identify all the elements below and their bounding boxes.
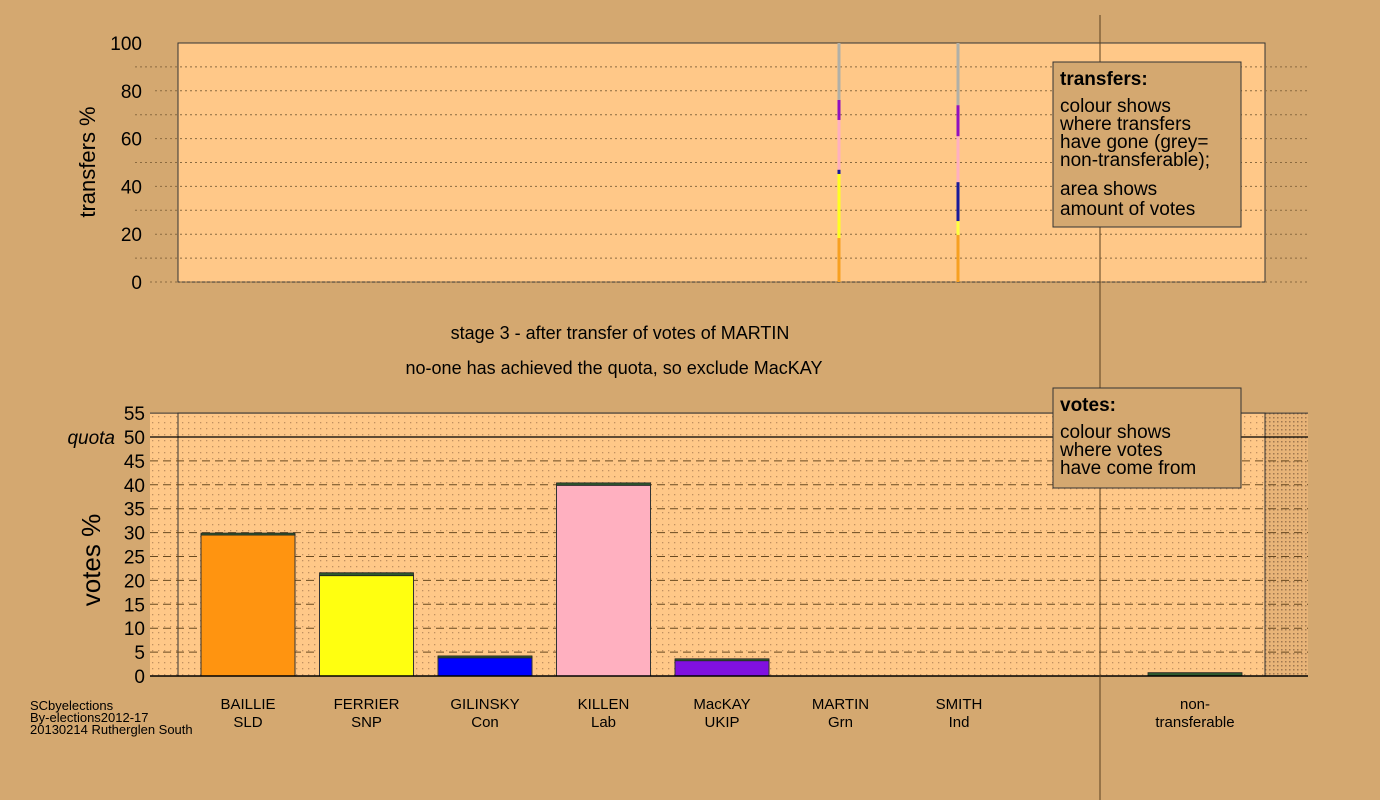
category-label: KILLEN — [578, 696, 630, 713]
y-tick-label: 45 — [124, 452, 145, 473]
transfers-legend-box — [1052, 61, 1242, 228]
category-party-label: UKIP — [704, 714, 739, 731]
bar-transfer-mackay — [674, 658, 770, 662]
bar-transfer-gilinsky — [437, 655, 533, 659]
category-label: SMITH — [936, 696, 983, 713]
bar-ferrier — [319, 575, 414, 677]
bar-mackay — [674, 659, 770, 677]
category-party-label: Ind — [949, 714, 970, 731]
transfers-legend-line: area shows — [1060, 179, 1157, 200]
y-tick-label: 20 — [124, 571, 145, 592]
y-tick-label: 100 — [110, 34, 142, 55]
category-party-label: Lab — [591, 714, 616, 731]
votes-legend-line: have come from — [1060, 458, 1196, 479]
transfers-legend-line: amount of votes — [1060, 199, 1195, 220]
y-tick-label: 25 — [124, 548, 145, 569]
transfer-segment-martin — [837, 169, 841, 174]
stage-caption: stage 3 - after transfer of votes of MAR… — [451, 323, 790, 343]
votes-legend-title: votes: — [1060, 395, 1116, 416]
y-tick-label: 20 — [121, 225, 142, 246]
y-tick-label: 50 — [124, 428, 145, 449]
y-tick-label: 0 — [131, 273, 142, 294]
bar-baillie — [200, 534, 296, 677]
votes-legend-line: where votes — [1059, 440, 1162, 461]
transfers-legend-title: transfers: — [1060, 69, 1148, 90]
bar-gilinsky — [437, 656, 533, 677]
transfer-segment-smith — [956, 221, 960, 235]
transfer-segment-martin — [837, 119, 841, 170]
category-label: non- — [1180, 696, 1210, 713]
action-caption: no-one has achieved the quota, so exclud… — [406, 358, 823, 378]
bar-transfer-ferrier — [319, 572, 414, 577]
bar-transfer-killen — [556, 482, 651, 486]
votes-legend-line: colour shows — [1060, 422, 1171, 443]
transfer-segment-smith — [956, 234, 960, 282]
transfers-legend-line: where transfers — [1059, 114, 1191, 135]
category-party-label: transferable — [1155, 714, 1234, 731]
category-label: BAILLIE — [220, 696, 275, 713]
votes-legend-box — [1052, 387, 1242, 489]
transfer-segment-smith — [956, 43, 960, 106]
footer-line-3: 20130214 Rutherglen South — [30, 722, 193, 737]
category-label: GILINSKY — [450, 696, 519, 713]
y-tick-label: 35 — [124, 500, 145, 521]
y-tick-label: 55 — [124, 404, 145, 425]
transfer-segment-smith — [956, 105, 960, 137]
y-tick-label: 10 — [124, 619, 145, 640]
transfer-segment-smith — [956, 136, 960, 183]
hatched-region — [1265, 413, 1308, 676]
transfer-segment-martin — [837, 238, 841, 282]
y-tick-label: 0 — [134, 667, 145, 688]
y-axis-label: transfers % — [75, 106, 100, 217]
y-tick-label: 40 — [124, 476, 145, 497]
bar-killen — [556, 484, 651, 677]
category-party-label: SLD — [233, 714, 262, 731]
transfer-segment-martin — [837, 99, 841, 120]
transfer-segment-martin — [837, 173, 841, 239]
transfers-legend-line: have gone (grey= — [1060, 132, 1208, 153]
y-tick-label: 15 — [124, 595, 145, 616]
transfer-segment-smith — [956, 182, 960, 222]
category-party-label: SNP — [351, 714, 382, 731]
category-label: MacKAY — [693, 696, 750, 713]
y-tick-label: 60 — [121, 130, 142, 151]
category-label: MARTIN — [812, 696, 869, 713]
y-tick-label: 80 — [121, 82, 142, 103]
y-tick-label: 30 — [124, 524, 145, 545]
category-party-label: Con — [471, 714, 499, 731]
y-tick-label: 5 — [134, 643, 145, 664]
footer-line-1: SCbyelections — [30, 698, 114, 713]
transfers-legend-line: colour shows — [1060, 96, 1171, 117]
y-tick-label: 40 — [121, 177, 142, 198]
bar-transfer-baillie — [200, 532, 296, 536]
transfers-legend-line: non-transferable); — [1060, 150, 1210, 171]
quota-label: quota — [67, 428, 115, 449]
footer-line-2: By-elections2012-17 — [30, 710, 149, 725]
transfer-segment-martin — [837, 43, 841, 100]
category-label: FERRIER — [334, 696, 400, 713]
category-party-label: Grn — [828, 714, 853, 731]
y-axis-label: votes % — [76, 514, 106, 607]
